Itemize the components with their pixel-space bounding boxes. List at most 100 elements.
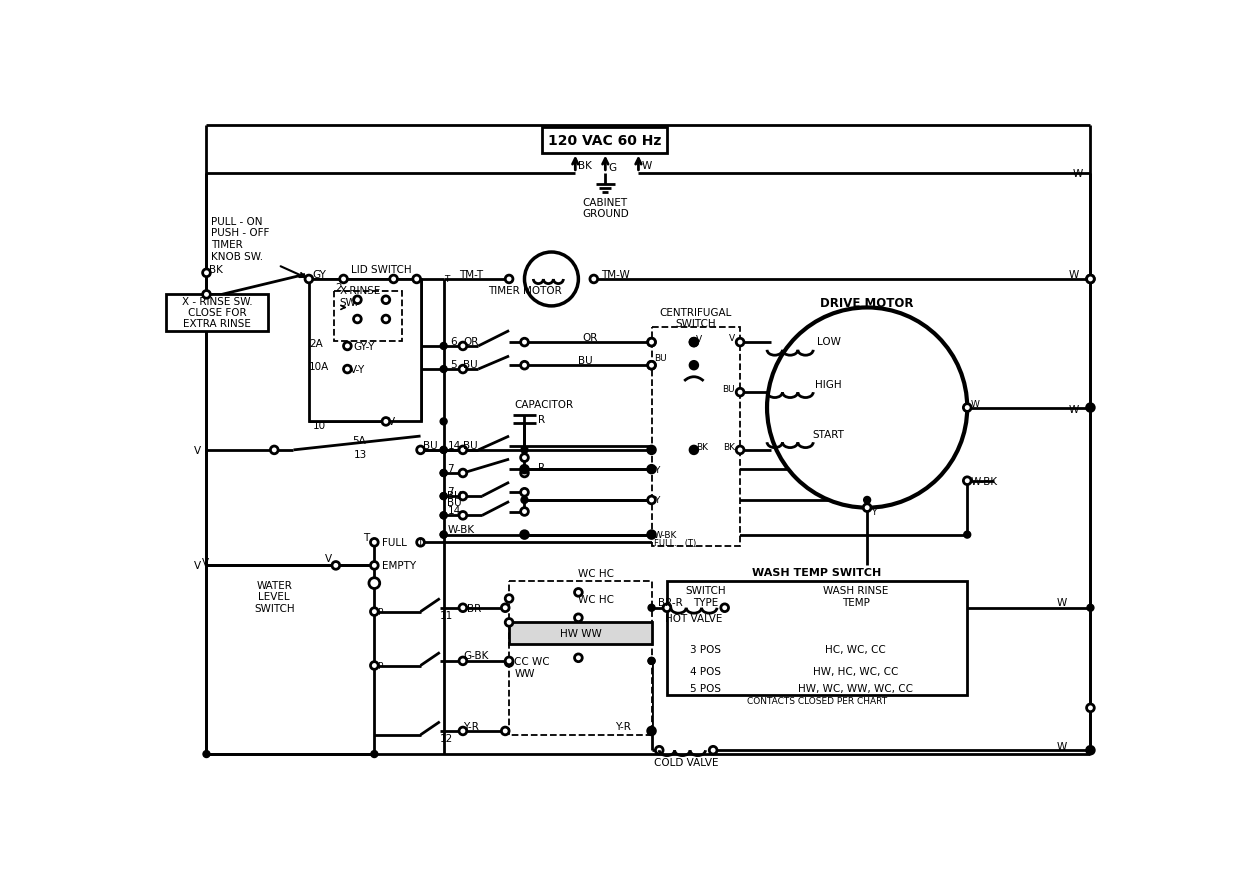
Text: 120 VAC 60 Hz: 120 VAC 60 Hz bbox=[548, 134, 661, 148]
Text: V: V bbox=[388, 417, 396, 427]
Circle shape bbox=[505, 657, 513, 665]
Circle shape bbox=[203, 269, 210, 277]
Text: V-Y: V-Y bbox=[350, 365, 365, 375]
Circle shape bbox=[354, 296, 361, 304]
Bar bbox=[543, 128, 667, 154]
Text: CC WC
WW: CC WC WW bbox=[514, 656, 550, 678]
Text: BU: BU bbox=[447, 490, 462, 500]
Text: TM-W: TM-W bbox=[601, 270, 630, 280]
Text: T: T bbox=[362, 533, 369, 542]
Text: 5 POS: 5 POS bbox=[690, 683, 721, 693]
Text: BK: BK bbox=[722, 442, 735, 451]
Circle shape bbox=[371, 562, 378, 569]
Text: OR: OR bbox=[583, 332, 598, 342]
Circle shape bbox=[505, 659, 513, 667]
Text: T: T bbox=[417, 538, 423, 547]
Circle shape bbox=[340, 275, 347, 283]
Circle shape bbox=[305, 275, 312, 283]
Circle shape bbox=[371, 608, 378, 616]
Text: BK: BK bbox=[696, 442, 708, 451]
Text: BU: BU bbox=[463, 359, 478, 369]
Circle shape bbox=[1087, 746, 1094, 753]
Circle shape bbox=[270, 447, 278, 454]
Text: V: V bbox=[696, 335, 702, 343]
Circle shape bbox=[574, 654, 583, 662]
Text: W-BK: W-BK bbox=[654, 530, 677, 540]
Circle shape bbox=[520, 339, 528, 347]
Text: WASH TEMP SWITCH: WASH TEMP SWITCH bbox=[752, 567, 881, 577]
Text: BU: BU bbox=[654, 354, 666, 362]
Circle shape bbox=[647, 339, 655, 347]
Circle shape bbox=[647, 362, 655, 369]
Circle shape bbox=[649, 466, 655, 473]
Text: V: V bbox=[202, 557, 209, 567]
Text: FULL: FULL bbox=[382, 538, 407, 547]
Text: HW, WC, WW, WC, CC: HW, WC, WW, WC, CC bbox=[798, 683, 913, 693]
Circle shape bbox=[655, 746, 664, 754]
Text: R: R bbox=[538, 415, 545, 425]
Text: Y: Y bbox=[654, 465, 659, 474]
Text: BR: BR bbox=[467, 603, 481, 613]
Text: 5A: 5A bbox=[352, 435, 366, 446]
Circle shape bbox=[520, 531, 528, 539]
Text: 14: 14 bbox=[447, 506, 461, 515]
Text: CAPACITOR: CAPACITOR bbox=[514, 399, 573, 409]
Text: LID SWITCH: LID SWITCH bbox=[351, 265, 412, 275]
Circle shape bbox=[459, 604, 467, 612]
Circle shape bbox=[505, 275, 513, 283]
Text: BK: BK bbox=[209, 265, 223, 275]
Circle shape bbox=[344, 342, 351, 350]
Circle shape bbox=[520, 532, 528, 539]
Text: HIGH: HIGH bbox=[815, 380, 842, 390]
Text: W: W bbox=[1057, 740, 1067, 751]
Text: FULL... (T): FULL... (T) bbox=[654, 538, 696, 547]
Text: X - RINSE SW.: X - RINSE SW. bbox=[182, 297, 253, 307]
Circle shape bbox=[520, 508, 528, 516]
Bar bbox=[667, 581, 967, 695]
Circle shape bbox=[647, 362, 655, 369]
Circle shape bbox=[390, 275, 397, 283]
Text: TIMER MOTOR: TIMER MOTOR bbox=[488, 285, 561, 295]
Text: Y: Y bbox=[872, 507, 876, 516]
Circle shape bbox=[649, 658, 655, 665]
Text: HOT VALVE: HOT VALVE bbox=[665, 613, 722, 623]
Text: BU: BU bbox=[423, 441, 437, 451]
Circle shape bbox=[710, 746, 717, 754]
Text: P: P bbox=[377, 661, 382, 670]
Circle shape bbox=[332, 562, 340, 569]
Circle shape bbox=[371, 662, 378, 670]
Text: Y: Y bbox=[654, 496, 659, 505]
Circle shape bbox=[690, 447, 697, 454]
Circle shape bbox=[1087, 405, 1094, 412]
Circle shape bbox=[371, 751, 377, 758]
Text: W: W bbox=[1057, 598, 1067, 607]
Circle shape bbox=[664, 604, 671, 612]
Circle shape bbox=[441, 493, 447, 500]
Circle shape bbox=[459, 469, 467, 477]
Text: DRIVE MOTOR: DRIVE MOTOR bbox=[820, 296, 914, 309]
Text: BU: BU bbox=[722, 384, 735, 394]
Text: P: P bbox=[377, 607, 382, 616]
Circle shape bbox=[736, 339, 745, 347]
Text: 3 POS: 3 POS bbox=[690, 644, 721, 653]
Text: 2A: 2A bbox=[309, 339, 322, 348]
Circle shape bbox=[502, 727, 509, 735]
Circle shape bbox=[203, 291, 210, 299]
Text: CLOSE FOR
EXTRA RINSE: CLOSE FOR EXTRA RINSE bbox=[183, 308, 251, 328]
Text: Y-R: Y-R bbox=[615, 720, 631, 731]
Text: T: T bbox=[443, 275, 449, 284]
Text: 14: 14 bbox=[447, 440, 461, 450]
Circle shape bbox=[736, 447, 745, 454]
Text: WC HC: WC HC bbox=[579, 568, 614, 579]
Bar bbox=[309, 280, 421, 422]
Text: W: W bbox=[1068, 270, 1079, 280]
Circle shape bbox=[649, 727, 655, 734]
Circle shape bbox=[369, 578, 380, 589]
Circle shape bbox=[413, 275, 421, 283]
Text: Y-R: Y-R bbox=[463, 720, 479, 731]
Circle shape bbox=[459, 657, 467, 665]
Text: BR-R: BR-R bbox=[657, 598, 682, 607]
Text: BU: BU bbox=[579, 355, 593, 365]
Text: R: R bbox=[538, 462, 545, 472]
Circle shape bbox=[459, 512, 467, 520]
